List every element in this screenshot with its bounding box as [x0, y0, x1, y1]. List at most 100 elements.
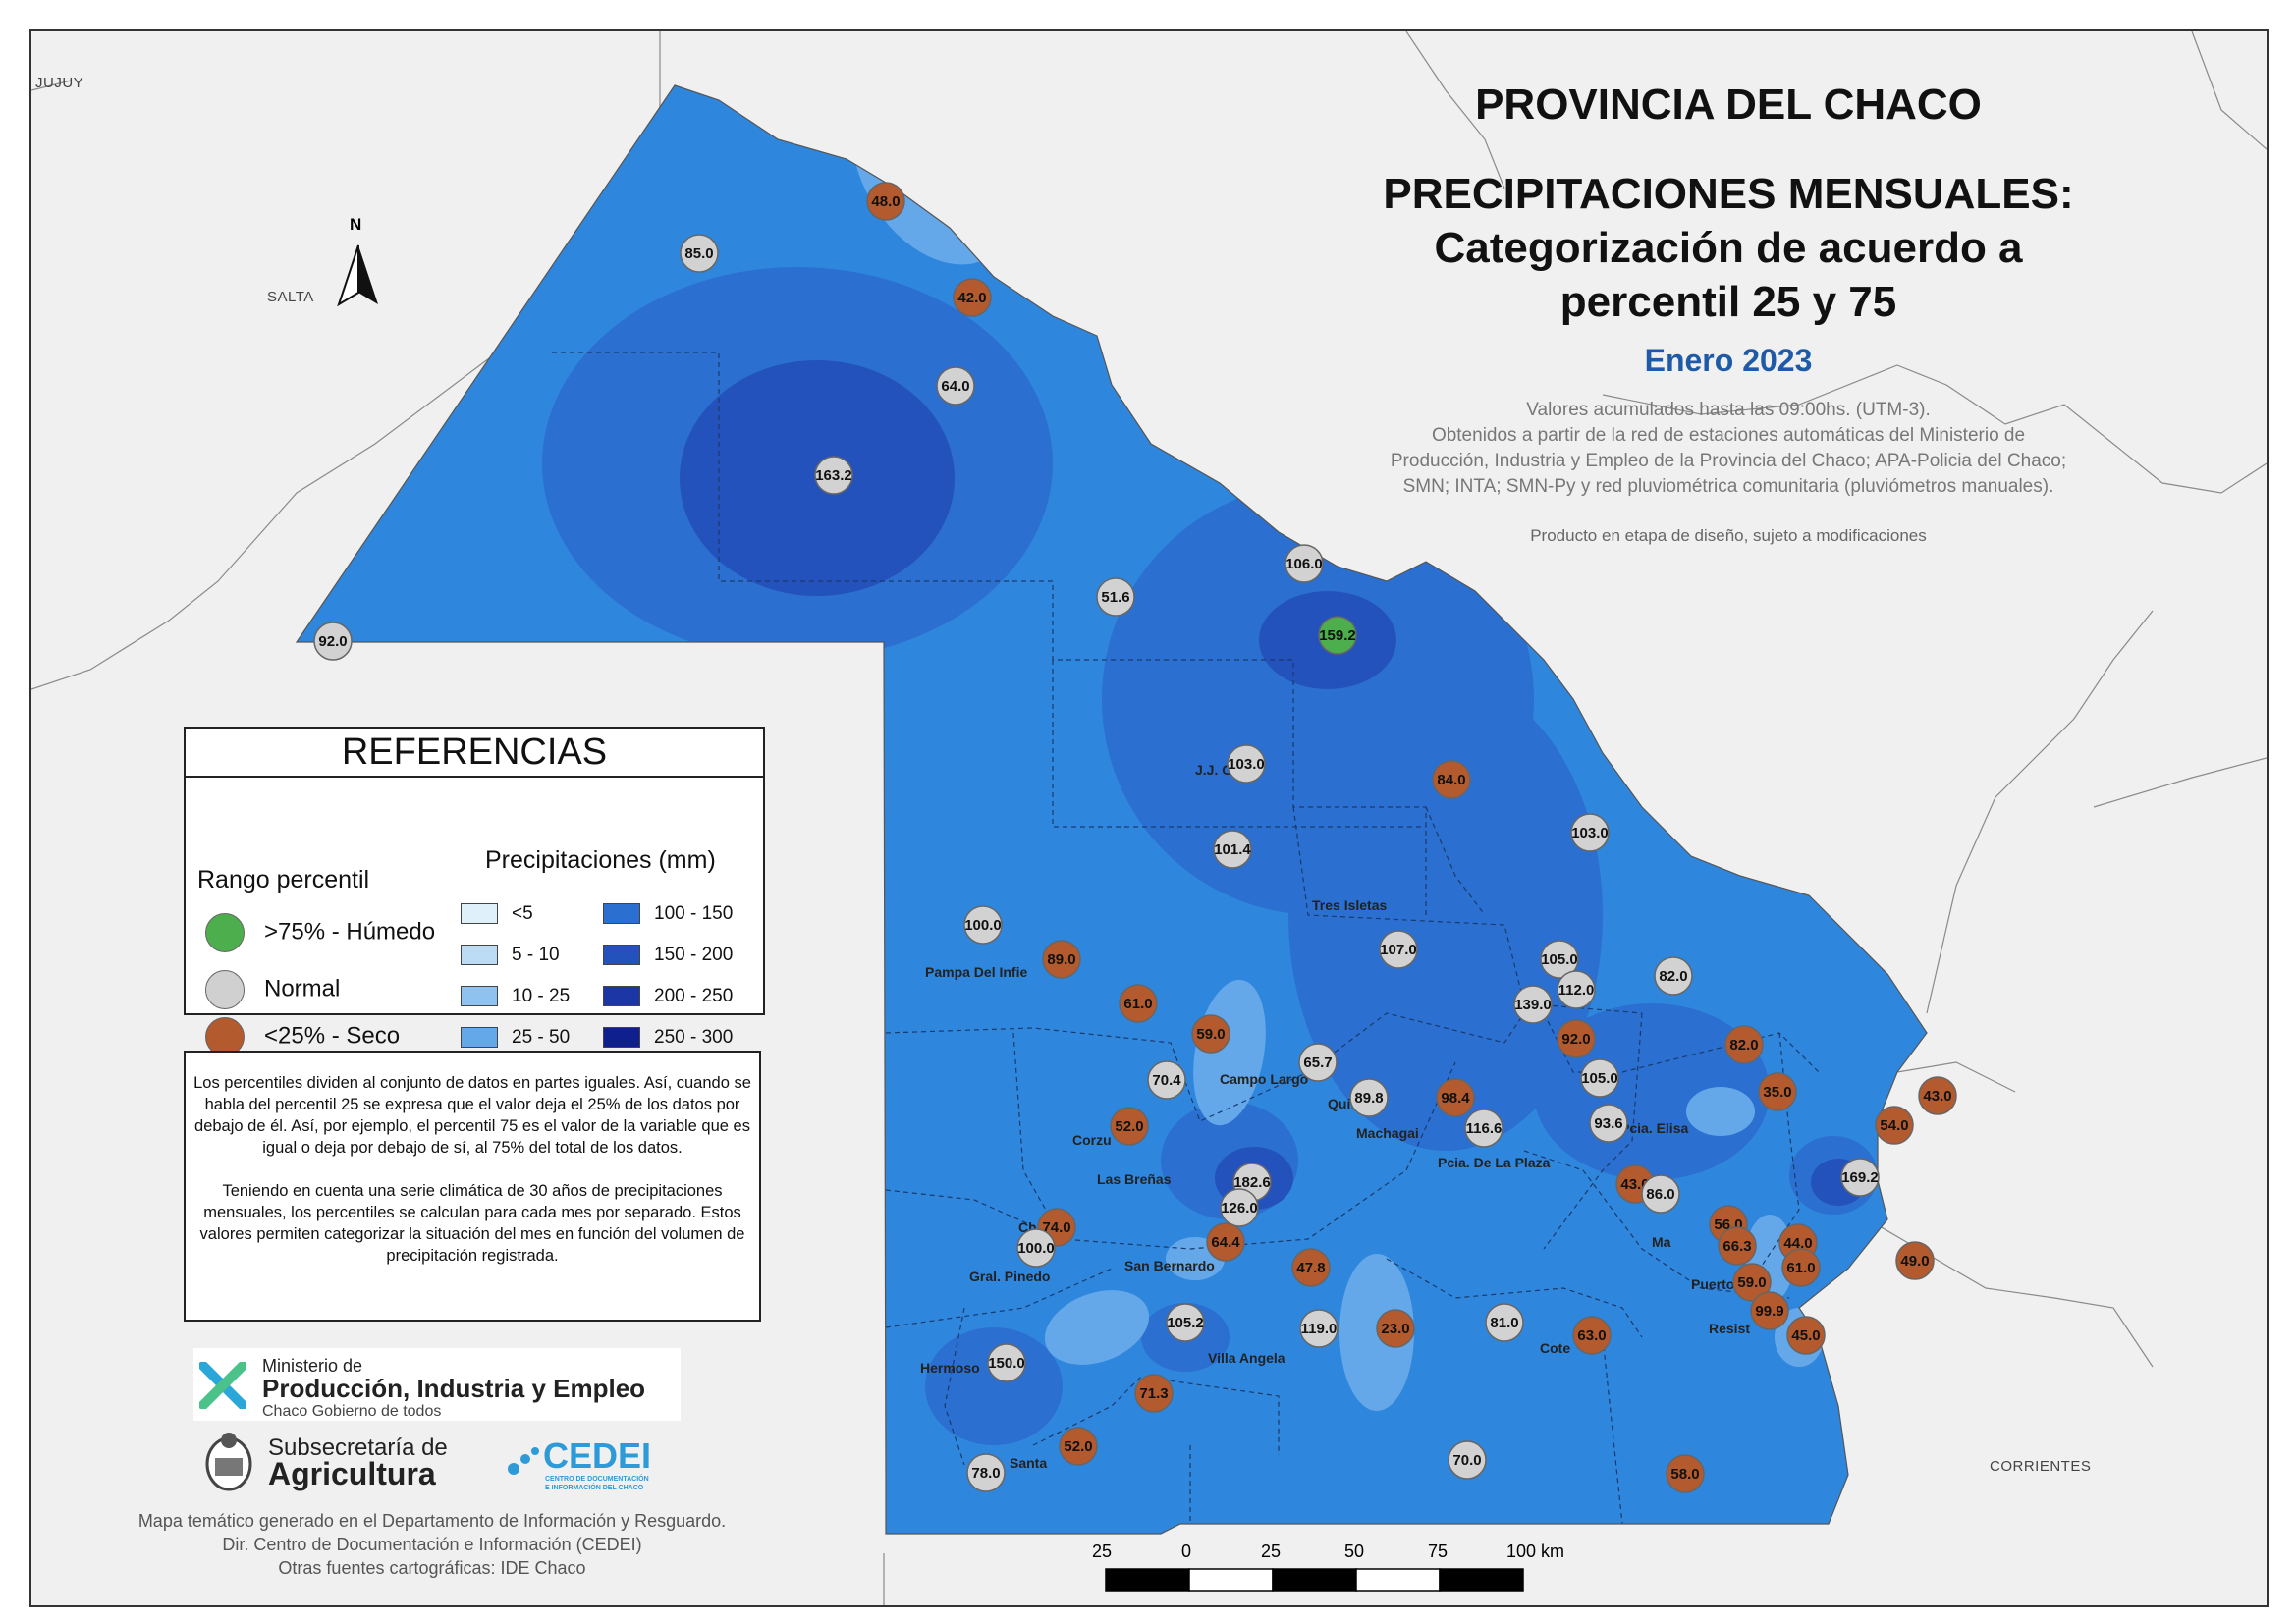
- cedei-logo: CEDEI CENTRO DE DOCUMENTACIÓN E INFORMAC…: [506, 1435, 663, 1496]
- station-value: 74.0: [1042, 1219, 1070, 1236]
- station-value: 49.0: [1900, 1253, 1929, 1270]
- station-marker: [953, 278, 992, 317]
- station-value: 52.0: [1115, 1118, 1143, 1135]
- place-label: Puerto: [1691, 1276, 1734, 1292]
- station-marker: [1654, 956, 1693, 996]
- precip-label: 5 - 10: [512, 945, 560, 965]
- coat-of-arms-icon: [205, 1433, 252, 1491]
- station-value: 119.0: [1301, 1321, 1338, 1337]
- station-marker: [1110, 1107, 1149, 1146]
- precip-item: 10 - 25: [461, 986, 570, 1007]
- station-value: 82.0: [1659, 968, 1687, 985]
- station-value: 126.0: [1221, 1200, 1258, 1217]
- north-label: N: [350, 215, 362, 234]
- place-label: Hermoso: [920, 1360, 980, 1376]
- draft-note: Producto en etapa de diseño, sujeto a mo…: [1530, 526, 1927, 545]
- station-value: 70.0: [1452, 1452, 1481, 1469]
- station-marker: [1786, 1316, 1826, 1355]
- subtitle-line: SMN; INTA; SMN-Py y red pluviométrica co…: [1402, 476, 2054, 497]
- station-marker: [1134, 1374, 1174, 1413]
- normal-dot-icon: [205, 970, 245, 1009]
- station-value: 23.0: [1381, 1321, 1409, 1337]
- station-marker: [1557, 1019, 1596, 1058]
- precip-item: 250 - 300: [603, 1027, 733, 1049]
- subtitle-line: Obtenidos a partir de la red de estacion…: [1431, 425, 2026, 446]
- credit-line: Dir. Centro de Documentación e Informaci…: [222, 1535, 642, 1554]
- precip-swatch: [461, 945, 498, 966]
- credit-line: Mapa temático generado en el Departament…: [137, 1511, 727, 1531]
- precip-swatch: [603, 903, 640, 925]
- station-value: 64.4: [1211, 1234, 1240, 1251]
- place-label: Machagai: [1356, 1125, 1419, 1141]
- station-marker: [1059, 1427, 1098, 1466]
- station-value: 81.0: [1490, 1315, 1518, 1331]
- title-line4: percentil 25 y 75: [1559, 278, 1897, 326]
- cedei-dots-icon: [508, 1447, 539, 1475]
- subtitle-line: Producción, Industria y Empleo de la Pro…: [1390, 451, 2067, 471]
- precip-item: 200 - 250: [603, 986, 733, 1007]
- station-value: 78.0: [971, 1465, 1000, 1482]
- place-label: J.J. C: [1195, 762, 1231, 778]
- station-value: 139.0: [1514, 997, 1552, 1013]
- cedei-sub: CENTRO DE DOCUMENTACIÓN E INFORMACIÓN DE…: [545, 1475, 649, 1492]
- station-marker: [866, 182, 905, 221]
- station-marker: [1464, 1109, 1503, 1148]
- station-marker: [1781, 1248, 1821, 1287]
- station-marker: [814, 456, 853, 495]
- cedei-sub-line: CENTRO DE DOCUMENTACIÓN: [545, 1476, 649, 1483]
- station-marker: [1485, 1303, 1524, 1342]
- station-value: 52.0: [1064, 1438, 1092, 1455]
- ministerio-small: Ministerio de: [262, 1356, 363, 1376]
- station-marker: [1291, 1248, 1331, 1287]
- ministerio-logo: Ministerio de Producción, Industria y Em…: [193, 1348, 681, 1421]
- station-marker: [1641, 1174, 1680, 1214]
- station-value: 82.0: [1729, 1037, 1758, 1054]
- precip-swatch: [603, 986, 640, 1007]
- place-label: Ma: [1652, 1234, 1671, 1250]
- station-value: 66.3: [1722, 1238, 1751, 1255]
- station-marker: [1432, 760, 1471, 799]
- station-marker: [1666, 1454, 1705, 1493]
- station-marker: [1557, 970, 1596, 1009]
- label-corrientes: CORRIENTES: [1990, 1458, 2092, 1475]
- precip-swatch: [461, 903, 498, 925]
- station-value: 93.6: [1594, 1115, 1622, 1132]
- subsecretaria-logo: Subsecretaría de Agricultura: [201, 1429, 486, 1497]
- station-value: 101.4: [1214, 841, 1251, 858]
- station-value: 63.0: [1577, 1327, 1606, 1344]
- precip-title: Precipitaciones (mm): [485, 846, 716, 874]
- subsec-big: Agricultura: [268, 1456, 436, 1491]
- legend-body: Rango percentil >75% - Húmedo Normal Pre…: [186, 778, 763, 1090]
- station-value: 71.3: [1139, 1385, 1168, 1402]
- station-value: 61.0: [1123, 996, 1152, 1012]
- station-value: 70.4: [1152, 1072, 1181, 1089]
- station-marker: [1213, 830, 1252, 869]
- place-label: Corzu: [1072, 1132, 1112, 1148]
- station-value: 85.0: [684, 245, 713, 262]
- period-label: Enero 2023: [1644, 343, 1813, 378]
- place-label: Pcia. De La Plaza: [1438, 1155, 1551, 1170]
- station-marker: [1096, 577, 1135, 617]
- precip-item: 5 - 10: [461, 945, 560, 966]
- station-value: 105.0: [1541, 951, 1578, 968]
- station-marker: [680, 234, 719, 273]
- legend-heading: REFERENCIAS: [186, 729, 763, 778]
- station-value: 98.4: [1441, 1090, 1470, 1107]
- station-marker: [987, 1343, 1026, 1382]
- station-marker: [1349, 1078, 1389, 1117]
- station-marker: [1718, 1226, 1757, 1266]
- station-marker: [1147, 1060, 1186, 1100]
- station-value: 35.0: [1763, 1084, 1791, 1101]
- station-marker: [1448, 1440, 1487, 1480]
- station-marker: [1750, 1291, 1789, 1330]
- precip-item: 25 - 50: [461, 1027, 570, 1049]
- ministerio-big: Producción, Industria y Empleo: [262, 1374, 646, 1403]
- precip-label: 100 - 150: [654, 903, 734, 924]
- station-value: 64.0: [941, 378, 969, 395]
- label-jujuy: JUJUY: [35, 75, 84, 91]
- station-value: 105.0: [1581, 1070, 1618, 1087]
- station-marker: [1724, 1025, 1764, 1064]
- ministerio-tag: Chaco Gobierno de todos: [262, 1403, 442, 1420]
- station-marker: [1166, 1303, 1205, 1342]
- station-marker: [1840, 1158, 1880, 1197]
